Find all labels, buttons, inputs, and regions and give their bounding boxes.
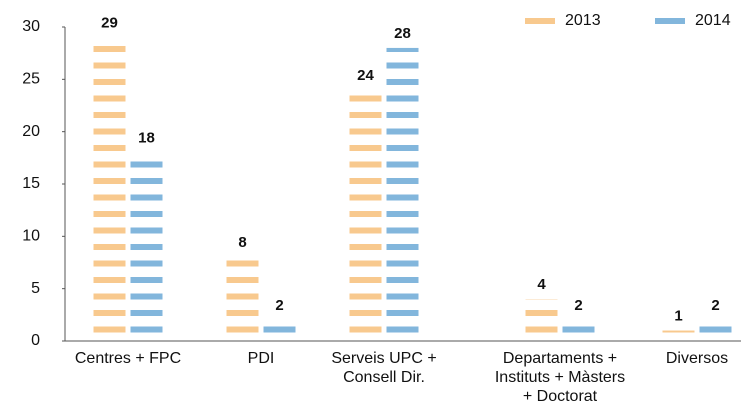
bar — [349, 89, 382, 341]
legend-swatch — [525, 18, 555, 24]
label-line: Diversos — [666, 350, 728, 367]
legend-label: 2013 — [565, 12, 601, 29]
label-line: PDI — [248, 350, 275, 367]
value-label: 8 — [238, 234, 246, 251]
label-line: Departaments + — [503, 350, 617, 367]
bar — [525, 299, 558, 341]
y-tick-label: 20 — [22, 123, 40, 140]
label-line: + Doctorat — [523, 388, 598, 405]
x-tick-label: PDI — [248, 350, 275, 367]
value-label: 24 — [357, 67, 374, 84]
label-line: Serveis UPC + — [331, 350, 436, 367]
y-tick-label: 5 — [31, 280, 40, 297]
bar — [699, 320, 732, 341]
x-tick-label: Serveis UPC + Consell Dir. — [331, 350, 436, 386]
value-label: 2 — [711, 297, 719, 314]
y-tick-label: 0 — [31, 332, 40, 349]
label-line: Instituts + Màsters — [495, 369, 625, 386]
bar — [263, 320, 296, 341]
bar — [130, 152, 163, 341]
x-tick-label: Centres + FPC — [75, 350, 181, 367]
value-label: 18 — [138, 130, 155, 147]
bar — [662, 330, 695, 341]
legend-label: 2014 — [695, 12, 731, 29]
x-tick-label: Diversos — [666, 350, 728, 367]
x-tick-label: Departaments + Instituts + Màsters + Docto… — [495, 350, 625, 405]
value-label: 29 — [101, 14, 118, 31]
bar — [93, 37, 126, 341]
y-tick-label: 25 — [22, 71, 40, 88]
bar — [226, 257, 259, 341]
y-tick-label: 10 — [22, 228, 40, 245]
label-line: Consell Dir. — [343, 369, 425, 386]
value-label: 4 — [537, 276, 546, 293]
value-label: 2 — [275, 297, 283, 314]
label-line: Centres + FPC — [75, 350, 181, 367]
value-label: 28 — [394, 25, 411, 42]
bar — [386, 47, 419, 341]
legend-swatch — [655, 18, 685, 24]
value-label: 2 — [574, 297, 582, 314]
bar — [562, 320, 595, 341]
value-label: 1 — [674, 308, 682, 325]
y-tick-label: 15 — [22, 175, 40, 192]
y-tick-label: 30 — [22, 18, 40, 35]
